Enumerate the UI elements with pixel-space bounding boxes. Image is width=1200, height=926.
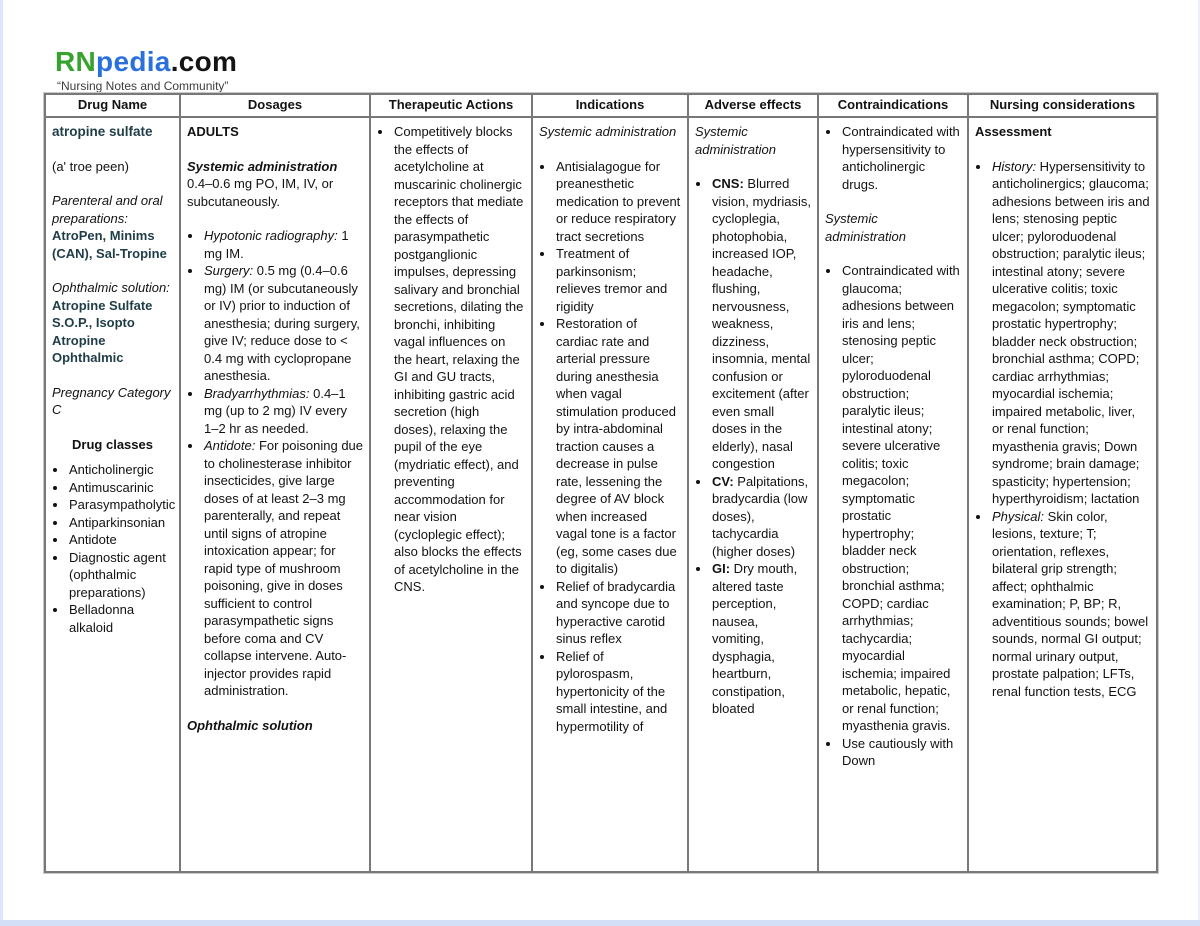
drug-generic-name: atropine sulfate — [52, 124, 153, 139]
list-item: GI: Dry mouth, altered taste perception,… — [711, 560, 811, 718]
list-item: Relief of bradycardia and syncope due to… — [555, 578, 681, 648]
list-item: Anticholinergic — [68, 461, 173, 479]
list-item: Restoration of cardiac rate and arterial… — [555, 315, 681, 578]
drug-pronunciation: (a' troe peen) — [52, 158, 129, 174]
column-header-dosages: Dosages — [181, 95, 371, 116]
column-header-adverse-effects: Adverse effects — [689, 95, 819, 116]
dosage-list: Hypotonic radiography: 1 mg IM. Surgery:… — [187, 227, 363, 700]
pregnancy-category: Pregnancy Category C — [52, 384, 171, 418]
drug-classes-heading: Drug classes — [72, 436, 153, 452]
list-item: Relief of pylorospasm, hypertonicity of … — [555, 648, 681, 736]
list-item: Antidote — [68, 531, 173, 549]
list-item: Antiparkinsonian — [68, 514, 173, 532]
contraindications-systemic-list: Contraindicated with glaucoma; adhesions… — [825, 262, 961, 770]
column-header-nursing-considerations: Nursing considerations — [989, 97, 1136, 112]
indications-list: Antisialagogue for preanesthetic medicat… — [539, 158, 681, 736]
list-item: Bradyarrhythmias: 0.4–1 mg (up to 2 mg) … — [203, 385, 363, 438]
list-item: Hypotonic radiography: 1 mg IM. — [203, 227, 363, 262]
list-item: Physical: Skin color, lesions, texture; … — [991, 508, 1150, 701]
list-item: History: Hypersensitivity to anticholine… — [991, 158, 1150, 508]
systemic-administration-heading: Systemic administration — [187, 158, 338, 174]
table-body-row: atropine sulfate (a' troe peen) Parenter… — [46, 118, 1156, 871]
list-item: Competitively blocks the effects of acet… — [393, 123, 525, 596]
column-header-contraindications: Contraindications — [819, 95, 969, 116]
list-item: Antisialagogue for preanesthetic medicat… — [555, 158, 681, 246]
column-header-therapeutic-actions: Therapeutic Actions — [371, 95, 533, 116]
adverse-effects-list: CNS: Blurred vision, mydriasis, cyclople… — [695, 175, 811, 718]
list-item: Treatment of parkinsonism; relieves trem… — [555, 245, 681, 315]
systemic-administration-heading: Systemic administration — [539, 124, 677, 139]
cell-adverse-effects: Systemic administration CNS: Blurred vis… — [689, 118, 819, 871]
drug-reference-table: Drug Name Dosages Therapeutic Actions In… — [44, 93, 1158, 873]
page-edge-bottom — [0, 920, 1200, 926]
cell-dosages: ADULTS Systemic administration 0.4–0.6 m… — [181, 118, 371, 871]
list-item: Diagnostic agent (ophthalmic preparation… — [68, 549, 173, 602]
page-edge-left — [0, 0, 3, 926]
list-item: Antidote: For poisoning due to cholinest… — [203, 437, 363, 700]
list-item: CV: Palpitations, bradycardia (low doses… — [711, 473, 811, 561]
list-item: CNS: Blurred vision, mydriasis, cyclople… — [711, 175, 811, 473]
drug-classes-list: Anticholinergic Antimuscarinic Parasympa… — [52, 461, 175, 636]
assessment-list: History: Hypersensitivity to anticholine… — [975, 158, 1150, 701]
cell-nursing-considerations: Assessment History: Hypersensitivity to … — [969, 118, 1156, 871]
logo-tagline: “Nursing Notes and Community” — [57, 79, 229, 93]
cell-indications: Systemic administration Antisialagogue f… — [533, 118, 689, 871]
table-header-row: Drug Name Dosages Therapeutic Actions In… — [46, 95, 1156, 118]
assessment-heading: Assessment — [975, 124, 1052, 139]
therapeutic-actions-list: Competitively blocks the effects of acet… — [377, 123, 525, 596]
list-item: Contraindicated with hypersensitivity to… — [841, 123, 961, 193]
systemic-administration-heading: Systemic administration — [825, 211, 906, 244]
parenteral-brand-names: AtroPen, Minims (CAN), Sal-Tropine — [52, 228, 167, 261]
parenteral-preparations-label: Parenteral and oral preparations: — [52, 193, 163, 226]
column-header-indications: Indications — [533, 95, 689, 116]
list-item: Antimuscarinic — [68, 479, 173, 497]
logo-com: .com — [170, 46, 238, 77]
logo-rn: RN — [55, 46, 97, 77]
logo-pedia: pedia — [96, 46, 171, 77]
list-item: Belladonna alkaloid — [68, 601, 173, 636]
systemic-dose-text: 0.4–0.6 mg PO, IM, IV, or subcutaneously… — [187, 176, 334, 209]
ophthalmic-brand-names: Atropine Sulfate S.O.P., Isopto Atropine… — [52, 297, 153, 366]
systemic-administration-heading: Systemic administration — [695, 124, 776, 157]
list-item: Parasympatholytic — [68, 496, 175, 514]
rnpedia-logo: RNpedia.com — [55, 46, 237, 78]
list-item: Surgery: 0.5 mg (0.4–0.6 mg) IM (or subc… — [203, 262, 363, 385]
column-header-drug-name: Drug Name — [46, 95, 181, 116]
list-item: Use cautiously with Down — [841, 735, 961, 770]
cell-therapeutic-actions: Competitively blocks the effects of acet… — [371, 118, 533, 871]
ophthalmic-solution-heading: Ophthalmic solution — [187, 717, 313, 733]
cell-contraindications: Contraindicated with hypersensitivity to… — [819, 118, 969, 871]
contraindications-general-list: Contraindicated with hypersensitivity to… — [825, 123, 961, 193]
ophthalmic-solution-label: Ophthalmic solution: — [52, 280, 170, 295]
page-edge-right — [1198, 0, 1200, 926]
cell-drug-name: atropine sulfate (a' troe peen) Parenter… — [46, 118, 181, 871]
adults-heading: ADULTS — [187, 124, 239, 139]
list-item: Contraindicated with glaucoma; adhesions… — [841, 262, 961, 735]
